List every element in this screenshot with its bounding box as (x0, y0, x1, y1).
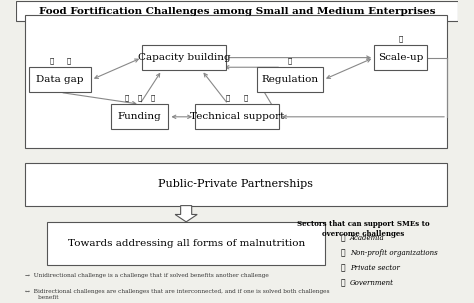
Bar (29, 67, 91, 92)
Text: 🌐: 🌐 (137, 95, 142, 101)
Text: 🏛: 🏛 (341, 278, 346, 287)
Bar (374, 45, 427, 70)
Text: 🎓: 🎓 (49, 58, 54, 64)
Text: 🏛: 🏛 (288, 58, 292, 64)
Text: Government: Government (350, 278, 394, 287)
Bar (25, 15, 447, 148)
Text: 🎓: 🎓 (341, 234, 346, 243)
Text: Capacity building: Capacity building (137, 53, 230, 62)
Text: 🏛: 🏛 (151, 95, 155, 101)
Bar (16, 2, 458, 21)
Text: Sectors that can support SMEs to
overcome challenges: Sectors that can support SMEs to overcom… (297, 220, 429, 238)
Bar (142, 45, 226, 70)
Text: Technical support: Technical support (190, 112, 284, 121)
Bar (257, 67, 323, 92)
Text: ↔  Bidirectional challenges are challenges that are interconnected, and if one i: ↔ Bidirectional challenges are challenge… (25, 289, 329, 300)
Bar (25, 163, 447, 206)
Text: Non-profit organizations: Non-profit organizations (350, 249, 438, 257)
Text: Food Fortification Challenges among Small and Medium Enterprises: Food Fortification Challenges among Smal… (39, 7, 435, 16)
Polygon shape (175, 206, 197, 222)
Bar (195, 104, 279, 129)
Bar (111, 104, 168, 129)
Text: 🌐: 🌐 (244, 95, 248, 101)
Text: 🏭: 🏭 (124, 95, 128, 101)
Text: 🏭: 🏭 (399, 35, 403, 42)
Text: Public-Private Partnerships: Public-Private Partnerships (158, 179, 313, 189)
Text: 🏭: 🏭 (341, 263, 346, 272)
Bar (47, 222, 326, 265)
Text: Scale-up: Scale-up (378, 53, 423, 62)
Text: Data gap: Data gap (36, 75, 84, 84)
Text: →  Unidirectional challenge is a challenge that if solved benefits another chall: → Unidirectional challenge is a challeng… (25, 273, 269, 278)
Text: Towards addressing all forms of malnutrition: Towards addressing all forms of malnutri… (67, 239, 305, 248)
Text: Private sector: Private sector (350, 264, 400, 272)
Text: Regulation: Regulation (262, 75, 319, 84)
Text: 🏭: 🏭 (226, 95, 230, 101)
Text: 🏛: 🏛 (67, 58, 71, 64)
Text: Academia: Academia (350, 234, 384, 242)
Text: 🌐: 🌐 (341, 248, 346, 258)
Text: Funding: Funding (118, 112, 162, 121)
